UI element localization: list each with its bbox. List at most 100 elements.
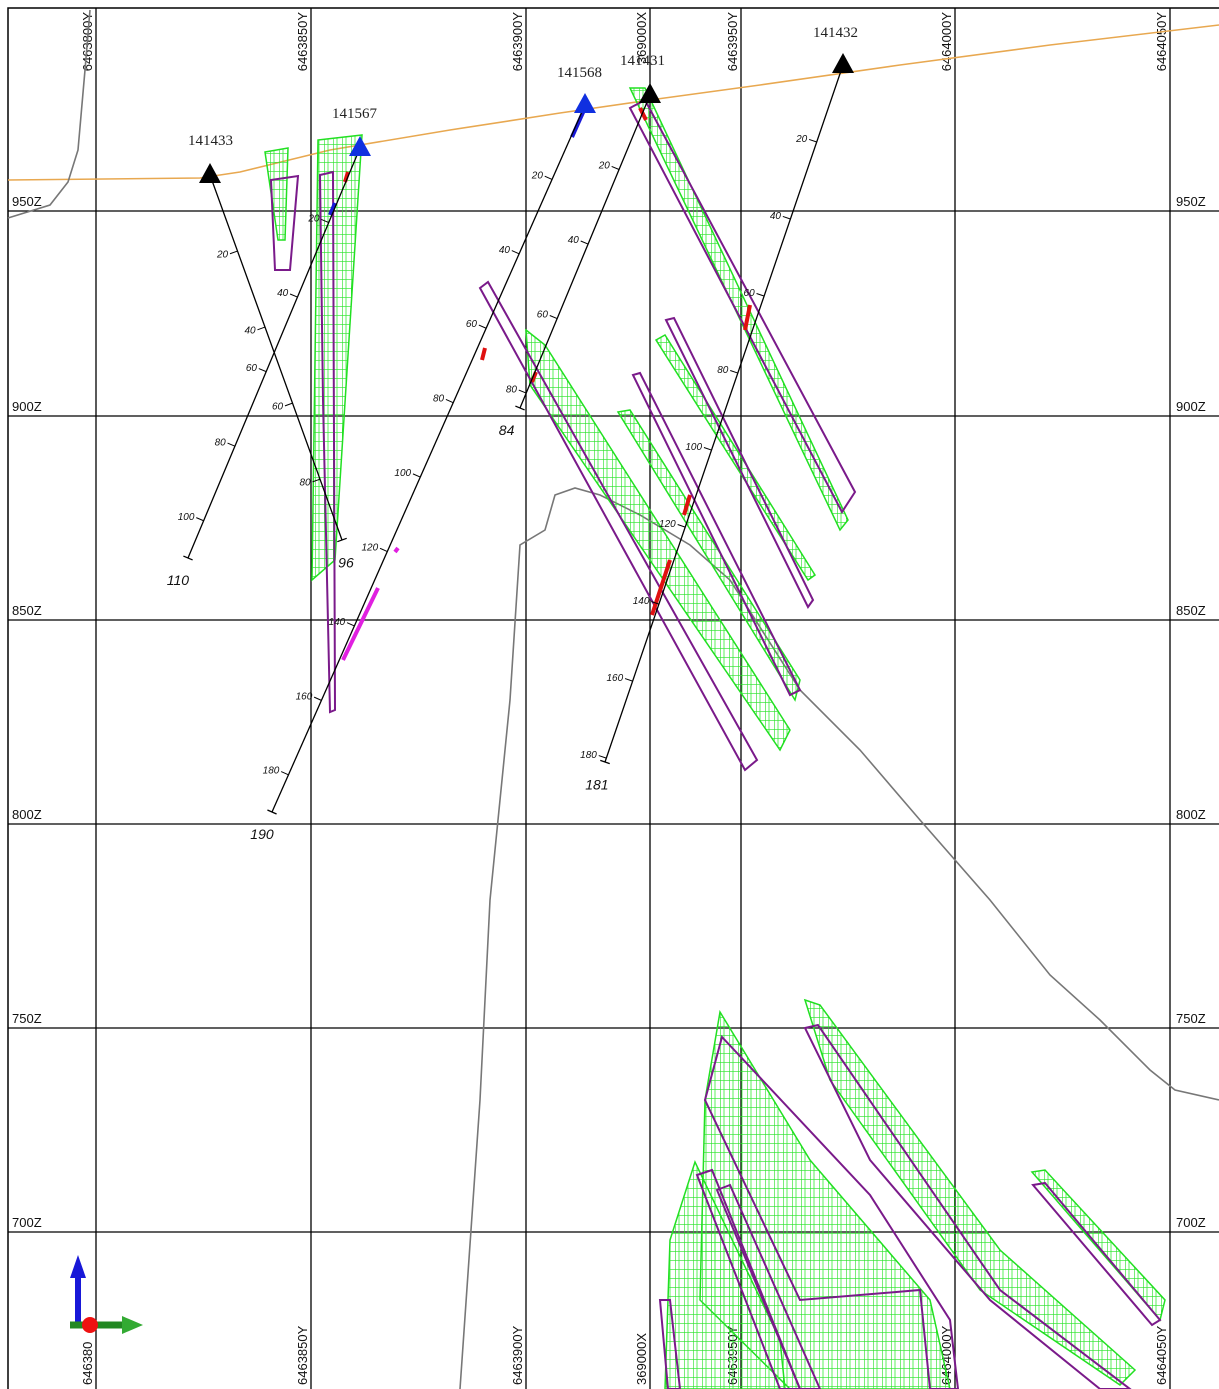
- depth-label: 60: [466, 319, 478, 330]
- hole-id: 141567: [332, 106, 378, 122]
- end-tick: [600, 759, 610, 765]
- depth-tick: [229, 250, 238, 255]
- grid-label-right: 950Z: [1176, 194, 1206, 209]
- depth-label: 60: [537, 310, 549, 321]
- grid-label-bottom: 6463900Y: [510, 1325, 525, 1385]
- depth-tick: [518, 389, 527, 394]
- grid-label-top: 6463850Y: [295, 12, 310, 72]
- depth-label: 20: [795, 134, 808, 145]
- grid-label-right: 900Z: [1176, 399, 1206, 414]
- grid-label-right: 800Z: [1176, 807, 1206, 822]
- depth-tick: [624, 678, 633, 682]
- assay-interval: [530, 371, 538, 383]
- depth-tick: [730, 370, 738, 374]
- ore-zone: [525, 328, 791, 752]
- hole-trace: [271, 104, 586, 813]
- geology: [7, 9, 1219, 1389]
- assay-interval: [480, 347, 487, 361]
- hole-id: 141433: [188, 133, 233, 149]
- grid-label-left: 850Z: [12, 603, 42, 618]
- depth-tick: [782, 215, 791, 220]
- end-depth: 110: [167, 572, 190, 588]
- depth-label: 40: [277, 288, 289, 299]
- domain-outline: [478, 280, 759, 772]
- depth-tick: [598, 755, 607, 759]
- depth-label: 80: [717, 365, 729, 376]
- depth-tick: [808, 138, 817, 143]
- grid-label-left: 750Z: [12, 1011, 42, 1026]
- end-tick: [337, 537, 347, 543]
- depth-tick: [651, 601, 660, 605]
- grid-label-top: 6464000Y: [939, 12, 954, 72]
- collar-marker: [199, 163, 221, 183]
- depth-tick: [549, 315, 558, 320]
- depth-tick: [280, 771, 289, 776]
- end-tick: [515, 405, 525, 411]
- grid-label-left: 800Z: [12, 807, 42, 822]
- hole-id: 141431: [620, 53, 665, 69]
- depth-tick: [677, 524, 686, 528]
- depth-label: 20: [307, 214, 320, 225]
- topography: [7, 24, 1219, 181]
- depth-tick: [544, 175, 553, 180]
- end-depth: 190: [250, 826, 274, 842]
- domain-outline: [318, 170, 337, 714]
- hole-id: 141432: [813, 25, 858, 41]
- domain-outline: [631, 371, 802, 697]
- grid: 6463800Y6463806463850Y6463850Y6463900Y64…: [8, 8, 1219, 1389]
- depth-tick: [580, 240, 589, 245]
- depth-label: 160: [296, 691, 313, 702]
- grid-label-top: 6463900Y: [510, 12, 525, 72]
- assay-interval: [393, 546, 400, 554]
- depth-tick: [412, 473, 421, 478]
- depth-label: 40: [244, 325, 256, 336]
- grid-label-right: 850Z: [1176, 603, 1206, 618]
- depth-tick: [312, 478, 321, 483]
- frame: [7, 7, 1219, 1389]
- assay-interval: [341, 587, 380, 661]
- domain-outline: [695, 1168, 802, 1389]
- axis-gizmo: [70, 1255, 143, 1334]
- depth-label: 40: [568, 235, 580, 246]
- depth-label: 80: [299, 478, 311, 489]
- ore-zone: [803, 998, 1137, 1386]
- depth-tick: [196, 517, 204, 522]
- depth-label: 120: [361, 542, 378, 553]
- domain-outline: [1031, 1181, 1162, 1327]
- depth-label: 120: [659, 519, 676, 530]
- depth-tick: [346, 622, 355, 627]
- domain-outline: [658, 1299, 682, 1389]
- grid-label-bottom: 369000X: [634, 1333, 649, 1385]
- depth-label: 60: [744, 288, 756, 299]
- ore-zone: [654, 333, 817, 582]
- depth-tick: [257, 326, 266, 331]
- depth-label: 60: [272, 402, 284, 413]
- depth-tick: [703, 447, 712, 451]
- domain-outline: [803, 1023, 1132, 1389]
- depth-label: 20: [531, 170, 544, 181]
- domain-outline: [715, 1183, 822, 1389]
- collar-marker: [574, 93, 596, 113]
- domain-outline: [269, 174, 300, 271]
- grid-label-bottom: 646380: [80, 1342, 95, 1385]
- depth-label: 20: [598, 161, 611, 172]
- depth-label: 20: [216, 249, 229, 260]
- depth-tick: [321, 218, 329, 224]
- depth-label: 60: [246, 363, 258, 374]
- depth-label: 100: [178, 512, 195, 523]
- collar-marker: [832, 53, 854, 73]
- assay-interval: [743, 304, 752, 331]
- depth-tick: [445, 398, 454, 404]
- depth-label: 100: [394, 468, 411, 479]
- depth-tick: [284, 402, 293, 407]
- contact: [459, 487, 1219, 1389]
- grid-label-top: 6464050Y: [1154, 12, 1169, 72]
- depth-label: 160: [606, 673, 623, 684]
- end-tick: [183, 555, 193, 561]
- grid-label-right: 750Z: [1176, 1011, 1206, 1026]
- depth-label: 180: [580, 750, 597, 761]
- depth-label: 140: [633, 596, 650, 607]
- depth-tick: [313, 696, 322, 701]
